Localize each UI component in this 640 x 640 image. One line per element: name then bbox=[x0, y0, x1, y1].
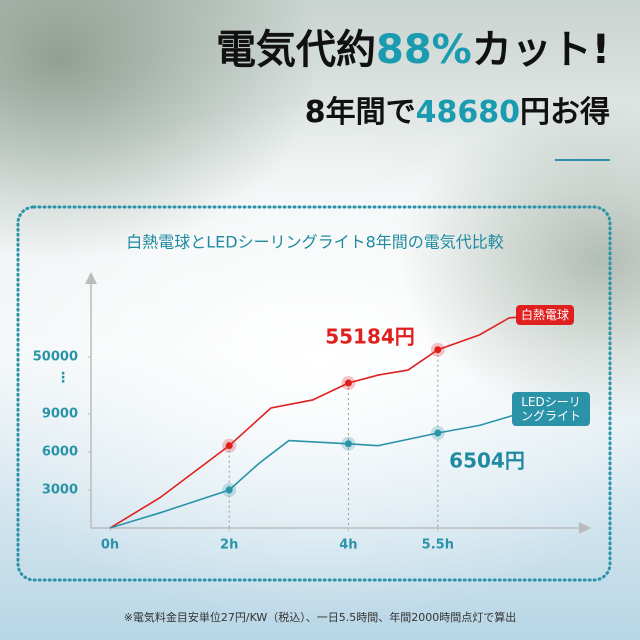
footnote: ※電気料金目安単位27円/KW（税込）、一日5.5時間、年間2000時間点灯で算… bbox=[124, 610, 517, 624]
marker bbox=[344, 379, 352, 387]
x-tick-label: 4h bbox=[339, 538, 357, 553]
headline: 電気代約88%カット! bbox=[216, 27, 610, 73]
x-tick-label: 0h bbox=[101, 538, 119, 553]
annotation: 55184円 bbox=[325, 325, 415, 349]
series-line bbox=[109, 314, 558, 529]
legend-item: LEDシーリングライト bbox=[512, 392, 590, 426]
marker bbox=[434, 346, 442, 354]
x-tick-label: 5.5h bbox=[422, 538, 454, 553]
marker bbox=[344, 440, 352, 448]
legend-item: 白熱電球 bbox=[516, 305, 575, 325]
y-tick-label: 50000 bbox=[33, 350, 78, 365]
chart-frame bbox=[16, 205, 612, 582]
x-tick-label: 2h bbox=[220, 538, 238, 553]
axis-break: ⋮ bbox=[56, 370, 70, 386]
annotation: 6504円 bbox=[449, 449, 525, 473]
marker bbox=[434, 429, 442, 437]
y-tick-label: 3000 bbox=[42, 483, 78, 498]
y-tick-label: 6000 bbox=[42, 445, 78, 460]
chart-title: 白熱電球とLEDシーリングライト8年間の電気代比較 bbox=[126, 233, 504, 252]
y-tick-label: 9000 bbox=[42, 407, 78, 422]
subheadline: 8年間で48680円お得 bbox=[305, 95, 610, 130]
marker bbox=[225, 442, 233, 450]
marker bbox=[225, 486, 233, 494]
